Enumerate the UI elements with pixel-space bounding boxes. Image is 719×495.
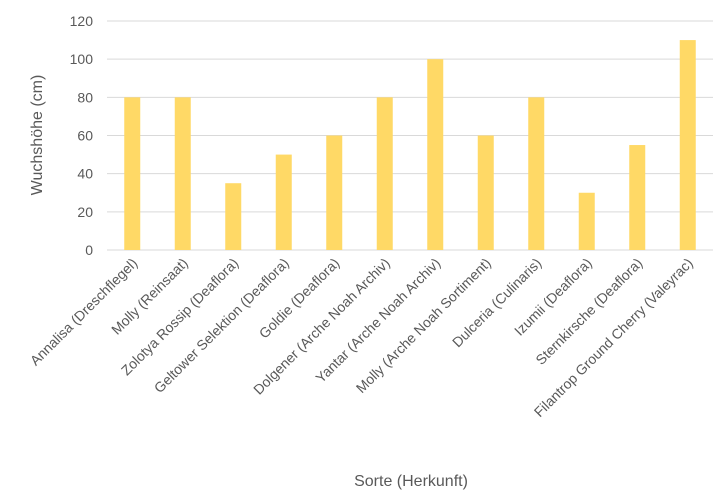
y-tick-label: 100 [70, 51, 94, 67]
y-tick-label: 80 [77, 89, 93, 105]
bar [326, 135, 343, 250]
bar [376, 97, 393, 250]
bars [124, 40, 696, 251]
bar [629, 145, 646, 250]
y-tick-label: 120 [70, 13, 94, 29]
bar [679, 40, 696, 251]
y-tick-labels: 0 20 40 60 80 100 120 [70, 13, 94, 258]
gridlines [107, 20, 713, 251]
bar [528, 97, 545, 250]
x-category-labels: Annalisa (Dreschflegel)Molly (Reinsaat)Z… [27, 255, 696, 420]
y-tick-label: 60 [77, 128, 93, 144]
bar [275, 154, 292, 250]
x-category-label: Dulceria (Culinaris) [449, 255, 544, 350]
bar [225, 183, 242, 250]
bar [578, 192, 595, 250]
bar [174, 97, 191, 250]
y-tick-label: 20 [77, 204, 93, 220]
y-tick-label: 40 [77, 166, 93, 182]
bar [427, 59, 444, 250]
bar [477, 135, 494, 250]
x-axis-title: Sorte (Herkunft) [354, 473, 468, 490]
y-tick-label: 0 [85, 242, 93, 258]
bar [124, 97, 141, 250]
y-axis-title: Wuchshöhe (cm) [29, 75, 46, 196]
